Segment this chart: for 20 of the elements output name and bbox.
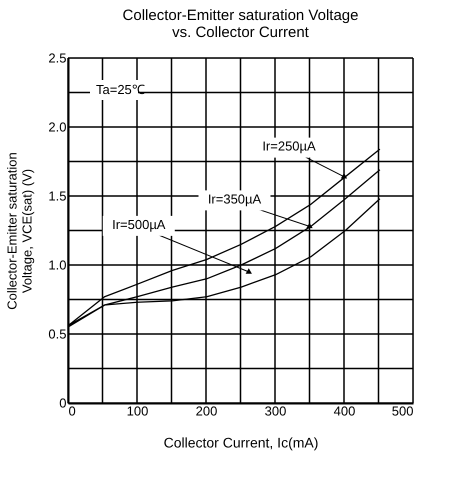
- x-tick-label: 200: [196, 404, 218, 418]
- x-tick-label: 300: [264, 404, 286, 418]
- y-tick-label: 1.5: [48, 188, 66, 204]
- y-tick-label: 0.5: [48, 326, 66, 342]
- x-tick-label: 400: [334, 404, 356, 418]
- y-tick-label: 1.0: [48, 258, 66, 272]
- x-tick-label: 500: [392, 404, 414, 418]
- x-axis-title: Collector Current, Ic(mA): [164, 434, 318, 450]
- y-tick-label: 2.5: [48, 50, 66, 66]
- x-tick-label: 100: [126, 404, 148, 418]
- annotation: Ir=250µA: [262, 138, 316, 154]
- text: Collector-Emitter saturation: [4, 152, 20, 310]
- y-tick-label: 2.0: [48, 120, 66, 134]
- text: Collector-Emitter saturation Voltage: [122, 7, 358, 24]
- x-tick-label: 0: [68, 404, 76, 418]
- annotation: Ir=500µA: [112, 216, 166, 232]
- annotation: Ir=350µA: [208, 191, 262, 206]
- text: vs. Collector Current: [172, 24, 309, 41]
- annotation: Ta=25℃: [96, 82, 145, 97]
- text: Voltage, VCE(sat) (V): [19, 168, 34, 294]
